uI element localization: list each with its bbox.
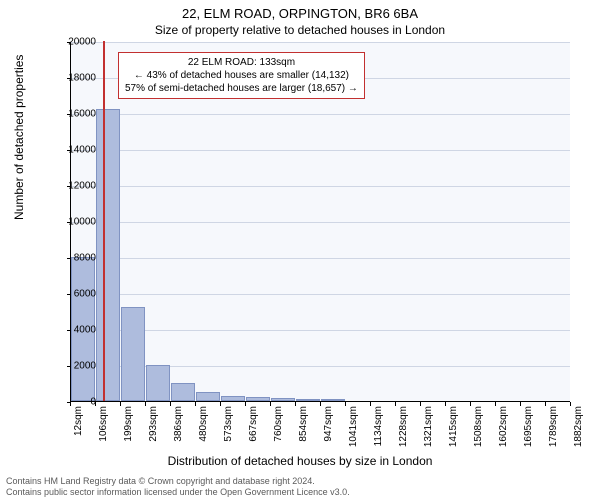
ytick-label: 0	[56, 397, 96, 408]
histogram-bar	[196, 392, 220, 401]
ytick-label: 12000	[56, 181, 96, 192]
xtick-mark	[295, 402, 296, 406]
footer-line2: Contains public sector information licen…	[6, 487, 350, 498]
ytick-label: 8000	[56, 253, 96, 264]
gridline	[71, 114, 570, 115]
annotation-line2: ← 43% of detached houses are smaller (14…	[125, 69, 358, 82]
xtick-label: 760sqm	[273, 406, 284, 442]
ytick-label: 16000	[56, 109, 96, 120]
xtick-label: 1882sqm	[573, 406, 584, 447]
gridline	[71, 150, 570, 151]
xtick-mark	[570, 402, 571, 406]
page-title: 22, ELM ROAD, ORPINGTON, BR6 6BA	[0, 0, 600, 21]
xtick-mark	[545, 402, 546, 406]
ytick-label: 4000	[56, 325, 96, 336]
xtick-mark	[270, 402, 271, 406]
xtick-label: 947sqm	[323, 406, 334, 442]
annotation-line3: 57% of semi-detached houses are larger (…	[125, 82, 358, 95]
xtick-mark	[495, 402, 496, 406]
y-axis-label: Number of detached properties	[12, 55, 26, 220]
xtick-mark	[145, 402, 146, 406]
xtick-label: 1321sqm	[423, 406, 434, 447]
xtick-mark	[520, 402, 521, 406]
histogram-bar	[246, 397, 270, 401]
gridline	[71, 294, 570, 295]
ytick-label: 14000	[56, 145, 96, 156]
xtick-mark	[420, 402, 421, 406]
ytick-label: 2000	[56, 361, 96, 372]
xtick-mark	[195, 402, 196, 406]
xtick-mark	[245, 402, 246, 406]
xtick-label: 667sqm	[248, 406, 259, 442]
xtick-mark	[345, 402, 346, 406]
xtick-mark	[120, 402, 121, 406]
xtick-label: 106sqm	[98, 406, 109, 442]
xtick-label: 1695sqm	[523, 406, 534, 447]
ytick-label: 18000	[56, 73, 96, 84]
gridline	[71, 42, 570, 43]
xtick-label: 1134sqm	[373, 406, 384, 446]
xtick-label: 1602sqm	[498, 406, 509, 447]
ytick-label: 10000	[56, 217, 96, 228]
annotation-box: 22 ELM ROAD: 133sqm ← 43% of detached ho…	[118, 52, 365, 99]
histogram-bar	[171, 383, 195, 401]
gridline	[71, 330, 570, 331]
footer-line1: Contains HM Land Registry data © Crown c…	[6, 476, 350, 487]
xtick-mark	[220, 402, 221, 406]
xtick-label: 1508sqm	[473, 406, 484, 447]
xtick-label: 12sqm	[73, 406, 84, 436]
xtick-label: 199sqm	[123, 406, 134, 442]
histogram-bar	[96, 109, 120, 401]
xtick-mark	[370, 402, 371, 406]
histogram-bar	[271, 398, 295, 401]
ytick-label: 20000	[56, 37, 96, 48]
xtick-label: 1041sqm	[348, 406, 359, 447]
gridline	[71, 222, 570, 223]
gridline	[71, 186, 570, 187]
histogram-bar	[296, 399, 320, 401]
annotation-line1: 22 ELM ROAD: 133sqm	[125, 56, 358, 69]
histogram-bar	[321, 399, 345, 401]
xtick-mark	[320, 402, 321, 406]
page-subtitle: Size of property relative to detached ho…	[0, 21, 600, 37]
x-axis-label: Distribution of detached houses by size …	[0, 454, 600, 468]
gridline	[71, 258, 570, 259]
xtick-label: 480sqm	[198, 406, 209, 442]
histogram-bar	[121, 307, 145, 401]
xtick-label: 1415sqm	[448, 406, 459, 447]
histogram-bar	[221, 396, 245, 401]
xtick-label: 386sqm	[173, 406, 184, 442]
xtick-label: 573sqm	[223, 406, 234, 442]
xtick-label: 1228sqm	[398, 406, 409, 447]
xtick-mark	[445, 402, 446, 406]
xtick-mark	[395, 402, 396, 406]
xtick-label: 293sqm	[148, 406, 159, 442]
footer-text: Contains HM Land Registry data © Crown c…	[6, 476, 350, 498]
histogram-bar	[146, 365, 170, 401]
xtick-mark	[470, 402, 471, 406]
xtick-label: 1789sqm	[548, 406, 559, 447]
ytick-label: 6000	[56, 289, 96, 300]
xtick-label: 854sqm	[298, 406, 309, 442]
xtick-mark	[170, 402, 171, 406]
marker-line	[103, 41, 105, 401]
